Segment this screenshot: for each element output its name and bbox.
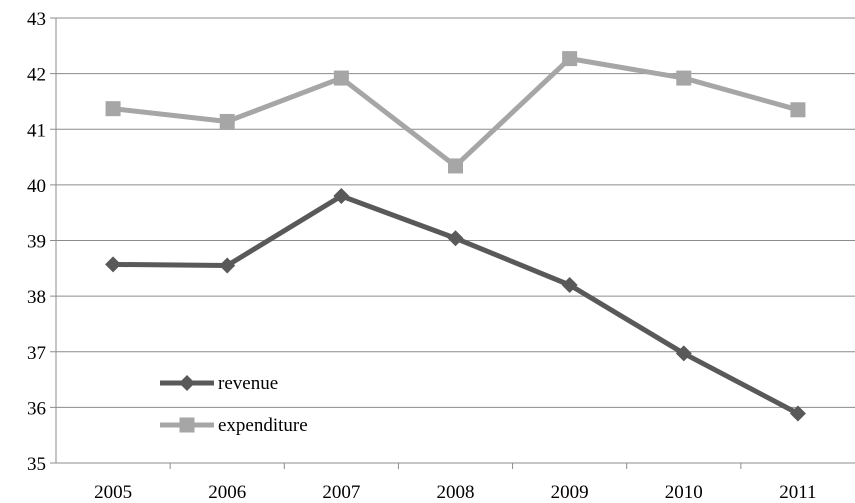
data-point [676, 70, 692, 86]
data-point [333, 70, 349, 86]
legend-swatch-marker [179, 375, 195, 391]
gridlines [56, 17, 855, 408]
legend-item: expenditure [160, 415, 308, 436]
data-point [333, 188, 350, 204]
y-tick-label: 40 [27, 176, 46, 197]
legend-label: revenue [218, 373, 278, 394]
data-point [219, 257, 236, 274]
data-point [447, 230, 464, 247]
data-point [789, 405, 806, 422]
x-tick-label: 2009 [551, 482, 589, 503]
data-point [561, 277, 578, 293]
data-point [562, 51, 578, 67]
data-point [675, 345, 692, 362]
y-tick-label: 43 [27, 9, 46, 30]
series [105, 51, 806, 422]
legend-item: revenue [160, 373, 278, 394]
y-tick-labels: 35 36 37 38 39 40 41 42 43 [27, 9, 46, 475]
series-line [112, 56, 799, 169]
y-tick-label: 42 [27, 65, 46, 86]
axes [50, 17, 855, 469]
series-revenue [105, 188, 806, 422]
x-tick-label: 2011 [779, 482, 816, 503]
y-tick-label: 39 [27, 232, 46, 253]
y-tick-label: 35 [27, 454, 46, 475]
data-point [219, 113, 235, 129]
x-tick-label: 2010 [665, 482, 703, 503]
legend-label: expenditure [218, 415, 308, 436]
x-tick-label: 2007 [322, 482, 360, 503]
data-point [105, 256, 122, 273]
series-expenditure [105, 51, 806, 174]
data-point [790, 102, 806, 118]
data-point [448, 158, 463, 174]
data-point [105, 101, 121, 117]
x-tick-label: 2006 [208, 482, 246, 503]
x-tick-label: 2005 [94, 482, 132, 503]
y-tick-label: 36 [27, 398, 46, 419]
x-tick-labels: 2005 2006 2007 2008 2009 2010 2011 [94, 482, 817, 503]
y-tick-label: 37 [27, 343, 46, 364]
y-tick-label: 41 [27, 120, 46, 141]
series-line [113, 193, 800, 416]
legend: revenue expenditure [160, 373, 308, 436]
x-tick-label: 2008 [437, 482, 475, 503]
legend-swatch-marker [179, 417, 195, 433]
y-tick-label: 38 [27, 287, 46, 308]
